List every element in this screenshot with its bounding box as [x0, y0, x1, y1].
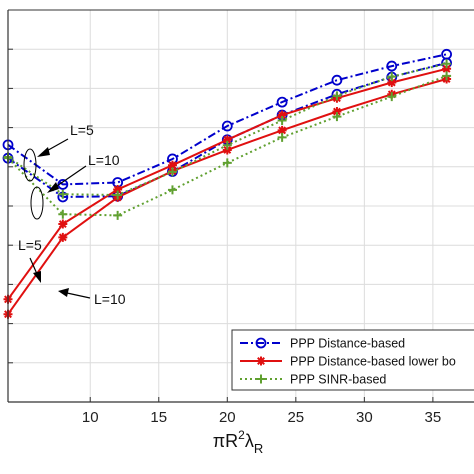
- x-tick-labels: 10 15 20 25 30 35: [82, 397, 441, 426]
- arrow-l5-lower-line: [29, 257, 38, 275]
- data-point-2-1-8: [442, 71, 452, 81]
- data-point-1-0-1: [58, 219, 68, 229]
- xtick-label-20: 20: [219, 409, 236, 426]
- data-point-0-0-4: [221, 120, 233, 132]
- data-point-2-0-6: [332, 91, 342, 101]
- annotations: L=5 L=10 L=5 L=10: [18, 122, 126, 307]
- annotation-l10-upper: L=10: [88, 152, 120, 168]
- grid: [8, 10, 474, 402]
- annotation-l5-lower: L=5: [18, 237, 42, 253]
- series-line-0-0: [7, 53, 447, 186]
- legend-label-0: PPP Distance-based: [290, 337, 405, 351]
- data-point-2-0-3: [167, 167, 177, 177]
- xtick-label-35: 35: [425, 409, 442, 426]
- xtick-label-10: 10: [82, 409, 99, 426]
- x-axis-label: πR2λR: [213, 428, 264, 456]
- x-axis-label-sup: 2: [238, 428, 245, 442]
- data-point-2-0-8: [442, 59, 452, 69]
- legend-entry-1: PPP Distance-based lower bo: [240, 355, 456, 369]
- legend-label-2: PPP SINR-based: [290, 373, 386, 387]
- data-point-2-0-4: [222, 140, 232, 150]
- xtick-label-30: 30: [356, 409, 373, 426]
- series-2-group-0: [3, 59, 452, 200]
- arrow-l10-upper-head: [47, 182, 59, 193]
- legend-marker-2: [256, 374, 266, 384]
- data-point-1-1-1: [58, 232, 68, 242]
- arrow-l5-lower-head: [33, 271, 41, 283]
- data-point-1-0-8: [442, 64, 452, 74]
- data-point-2-0-7: [387, 72, 397, 82]
- data-point-1-0-4: [222, 135, 232, 145]
- data-point-0-0-7: [386, 60, 398, 72]
- data-point-2-0-2: [113, 190, 123, 200]
- data-point-2-0-5: [277, 116, 287, 126]
- data-point-1-0-5: [277, 110, 287, 120]
- data-point-1-1-5: [277, 125, 287, 135]
- legend-label-1: PPP Distance-based lower bo: [290, 355, 456, 369]
- data-point-2-1-3: [167, 185, 177, 195]
- x-axis-label-main: λ: [245, 431, 254, 451]
- data-point-2-0-1: [58, 189, 68, 199]
- data-point-1-0-7: [387, 78, 397, 88]
- plot-frame: [7, 9, 474, 403]
- xtick-label-25: 25: [287, 409, 304, 426]
- x-axis-label-sub: R: [254, 441, 263, 456]
- ellipse-l10-marker: [30, 186, 44, 220]
- legend-entry-0: PPP Distance-based: [240, 337, 405, 351]
- data-point-2-1-7: [387, 92, 397, 102]
- data-point-2-1-6: [332, 112, 342, 122]
- data-point-2-1-1: [58, 209, 68, 219]
- ellipse-l5-marker: [23, 148, 37, 182]
- data-point-2-1-4: [222, 158, 232, 168]
- series-line-2-1: [7, 74, 447, 217]
- legend-marker-1: [256, 356, 266, 366]
- arrow-l10-lower-head: [58, 288, 69, 297]
- x-axis-label-base: πR: [213, 431, 238, 451]
- legend-marker-0: [255, 337, 267, 349]
- annotation-l10-lower: L=10: [94, 291, 126, 307]
- legend-entry-2: PPP SINR-based: [240, 373, 386, 387]
- series-lines: [2, 48, 452, 319]
- arrow-l10-upper-line: [53, 165, 87, 189]
- series-2-group-1: [3, 71, 452, 220]
- data-point-1-1-4: [222, 145, 232, 155]
- arrow-l5-upper-head: [37, 147, 50, 157]
- data-point-0-0-5: [276, 96, 288, 108]
- data-point-2-1-2: [113, 210, 123, 220]
- arrow-l10-lower-line: [66, 292, 91, 299]
- data-point-1-1-6: [332, 107, 342, 117]
- legend: PPP Distance-based PPP Distance-based low…: [231, 329, 474, 391]
- data-point-0-0-6: [331, 74, 343, 86]
- x-axis-label-text: πR2λR: [213, 428, 264, 456]
- data-point-1-0-3: [167, 160, 177, 170]
- data-point-1-0-2: [113, 185, 123, 195]
- xtick-label-15: 15: [150, 409, 167, 426]
- annotation-l5-upper: L=5: [70, 122, 94, 138]
- data-point-2-1-5: [277, 132, 287, 142]
